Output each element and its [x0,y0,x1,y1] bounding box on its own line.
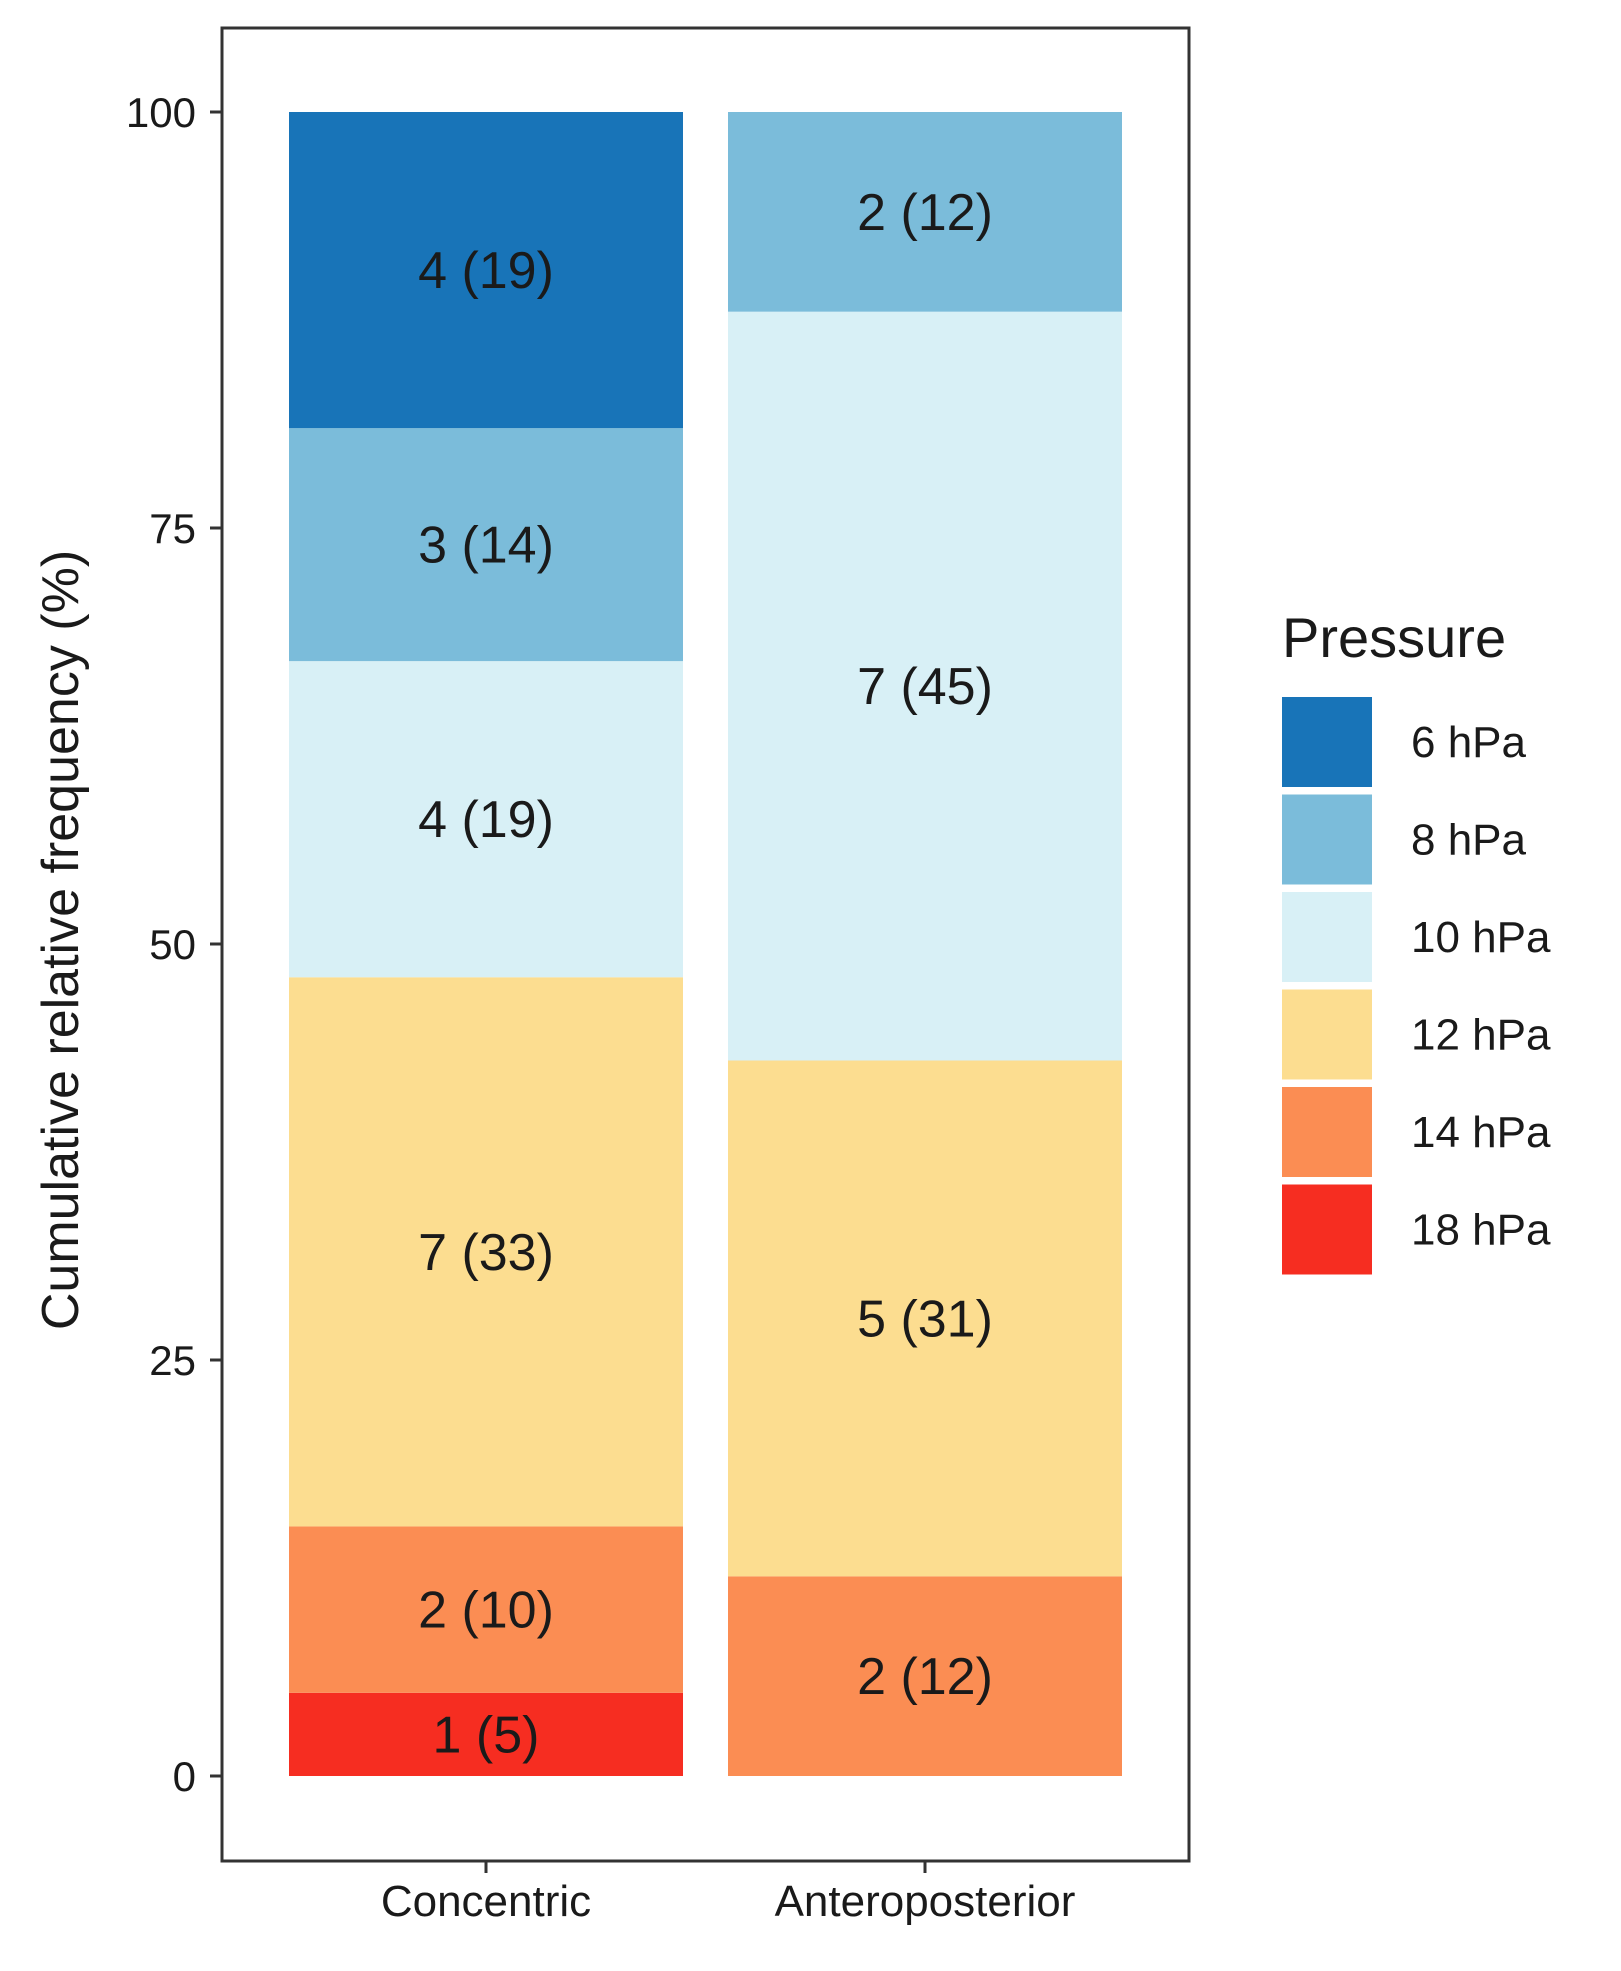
legend-swatch [1282,989,1372,1080]
bar-data-label: 7 (45) [857,658,993,716]
x-category-label: Concentric [381,1877,591,1926]
legend-label: 8 hPa [1411,816,1527,865]
legend-title: Pressure [1282,606,1506,669]
bar-data-label: 5 (31) [857,1290,993,1348]
legend-label: 12 hPa [1411,1011,1551,1060]
bar-data-label: 1 (5) [433,1706,540,1764]
x-category-label: Anteroposterior [775,1877,1076,1926]
legend-swatch [1282,892,1372,982]
bar-segment [289,1692,683,1776]
legend-swatch [1282,1184,1372,1275]
bar-data-label: 7 (33) [418,1224,554,1282]
legend-label: 6 hPa [1411,718,1527,767]
bar-segment [289,661,683,978]
x-axis: Concentric Anteroposterior [381,1861,1076,1926]
legend-swatch [1282,794,1372,885]
bar-segment [289,977,683,1527]
y-axis-title: Cumulative relative frequency (%) [32,550,90,1330]
bar-segment [728,112,1122,312]
y-tick-label: 100 [126,89,196,136]
bar-data-label: 2 (12) [857,184,993,242]
bar-data-label: 4 (19) [418,791,554,849]
legend-swatch [1282,1087,1372,1177]
legend-swatch [1282,697,1372,787]
bar-data-label: 2 (10) [418,1582,554,1640]
bar-segment [289,428,683,662]
legend-label: 18 hPa [1411,1206,1551,1255]
bar-segment [289,112,683,429]
y-tick-label: 75 [149,505,196,552]
legend: Pressure 6 hPa 8 hPa 10 hPa 12 hPa 14 hPa 18 … [1282,606,1551,1275]
y-axis: 0 25 50 75 100 [126,89,222,1800]
legend-label: 10 hPa [1411,913,1551,962]
y-tick-label: 0 [173,1753,196,1800]
bar-data-label: 2 (12) [857,1648,993,1706]
bar-data-label: 4 (19) [418,242,554,300]
bar-segment [728,1576,1122,1776]
y-tick-label: 25 [149,1337,196,1384]
bar-data-label: 3 (14) [418,517,554,575]
y-tick-label: 50 [149,921,196,968]
bar-segment [728,1060,1122,1577]
bar-segment [728,311,1122,1061]
bar-labels: 1 (5) 2 (10) 7 (33) 4 (19) 3 (14) 4 (19) 2 (12… [418,184,993,1765]
bar-segment [289,1526,683,1693]
bars [289,112,1122,1776]
legend-label: 14 hPa [1411,1108,1551,1157]
